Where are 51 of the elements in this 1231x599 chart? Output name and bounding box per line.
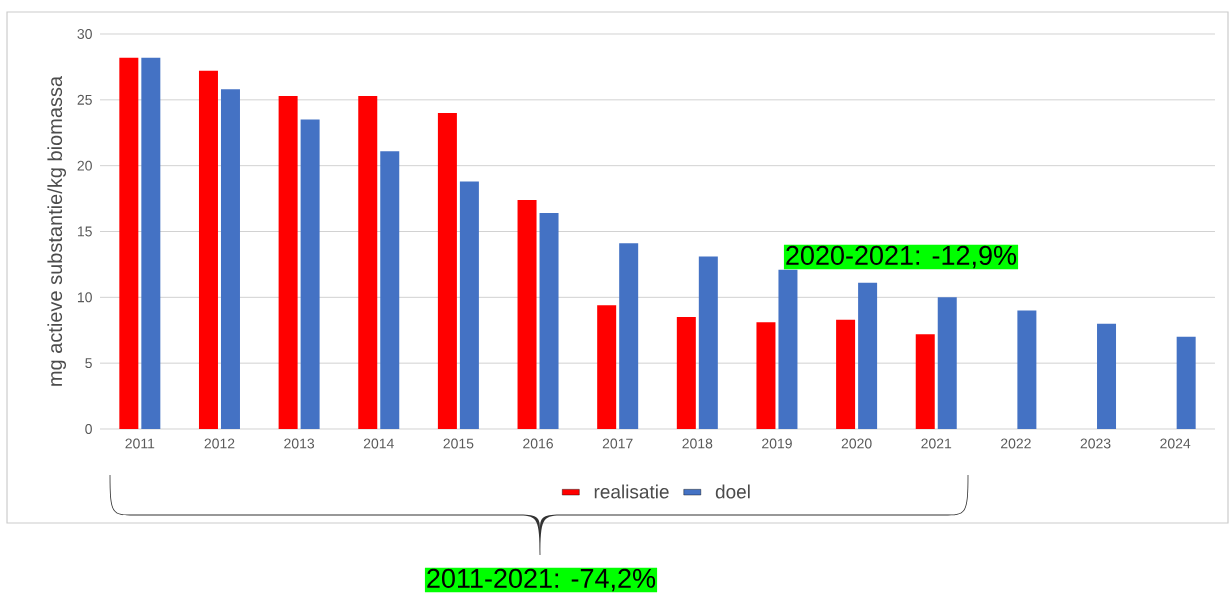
x-tick-label: 2023 — [1080, 438, 1111, 449]
y-tick-label: 25 — [77, 94, 92, 105]
x-tick-label: 2014 — [363, 438, 394, 449]
bar — [220, 89, 240, 429]
legend-label: doel — [715, 484, 750, 499]
x-tick-label: 2011 — [125, 438, 155, 449]
bar — [539, 213, 559, 429]
bar — [278, 95, 298, 429]
bar — [756, 322, 776, 429]
bar — [619, 243, 639, 429]
legend-label: realisatie — [594, 484, 669, 499]
annotation: 2020-2021: -12,9% — [786, 245, 1017, 269]
x-tick-label: 2020 — [841, 438, 872, 449]
y-tick-label: 5 — [85, 358, 92, 369]
bar — [836, 319, 856, 429]
x-tick-label: 2019 — [762, 438, 792, 449]
bar — [198, 70, 218, 429]
bar — [915, 334, 935, 429]
bar — [380, 151, 400, 429]
bar — [437, 113, 457, 429]
bar — [119, 57, 139, 429]
x-tick-label: 2021 — [921, 438, 952, 449]
bar — [1176, 336, 1196, 429]
bar — [937, 297, 957, 429]
bar — [1097, 323, 1117, 429]
bar — [459, 181, 479, 429]
x-tick-label: 2013 — [284, 438, 315, 449]
bar — [858, 282, 878, 429]
x-tick-label: 2012 — [204, 438, 235, 449]
y-tick-label: 10 — [77, 292, 92, 303]
y-tick-label: 20 — [77, 160, 92, 171]
bar — [778, 269, 798, 429]
x-tick-label: 2018 — [682, 438, 713, 449]
text: 2011-2021: -74,2% — [427, 568, 656, 592]
y-tick-label: 0 — [85, 424, 92, 434]
bar — [517, 199, 537, 429]
y-tick-label: 30 — [77, 29, 92, 39]
x-tick-label: 2022 — [1001, 438, 1031, 449]
x-tick-label: 2017 — [602, 438, 633, 449]
bar — [300, 119, 320, 429]
x-tick-label: 2016 — [523, 438, 553, 449]
y-axis-title: mg actieve substantie/kg biomassa — [47, 75, 67, 386]
x-tick-label: 2015 — [443, 438, 474, 449]
bar — [597, 305, 617, 429]
bar — [698, 256, 718, 429]
bar — [358, 95, 378, 429]
bar — [676, 317, 696, 429]
bar — [141, 57, 161, 429]
x-tick-label: 2024 — [1160, 438, 1191, 449]
y-tick-label: 15 — [77, 226, 92, 237]
bar — [1017, 310, 1037, 429]
